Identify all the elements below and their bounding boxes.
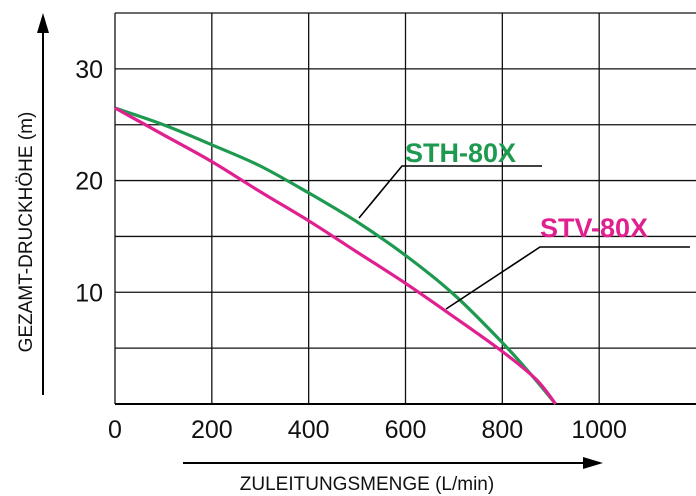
x-tick-label: 400: [288, 416, 330, 444]
x-axis-title: ZULEITUNGSMENGE (L/min): [240, 474, 494, 495]
series-line-sth-80x: [114, 106, 557, 406]
leader-line-stv-80x: [445, 246, 690, 310]
label-leader-lines: [358, 165, 690, 310]
tick-labels: 0 200 400 600 800 1000 10 20 30: [75, 56, 627, 444]
x-tick-label: 0: [108, 416, 122, 444]
leader-line-sth-80x: [358, 165, 542, 219]
x-tick-label: 600: [385, 416, 427, 444]
y-axis-title: GEZAMT-DRUCKHÖHE (m): [16, 112, 37, 353]
y-tick-label: 20: [75, 168, 103, 196]
series-line-stv-80x: [114, 106, 557, 405]
y-tick-label: 10: [75, 279, 103, 307]
x-tick-label: 200: [191, 416, 233, 444]
x-axis-arrow: [183, 457, 603, 469]
x-tick-label: 1000: [571, 416, 627, 444]
curves: [114, 106, 557, 406]
grid: [114, 12, 696, 405]
series-label-sth-80x: STH-80X: [405, 138, 516, 168]
y-axis-arrow: [37, 13, 49, 395]
x-tick-label: 800: [481, 416, 523, 444]
series-label-stv-80x: STV-80X: [540, 213, 648, 243]
y-tick-label: 30: [75, 56, 103, 84]
